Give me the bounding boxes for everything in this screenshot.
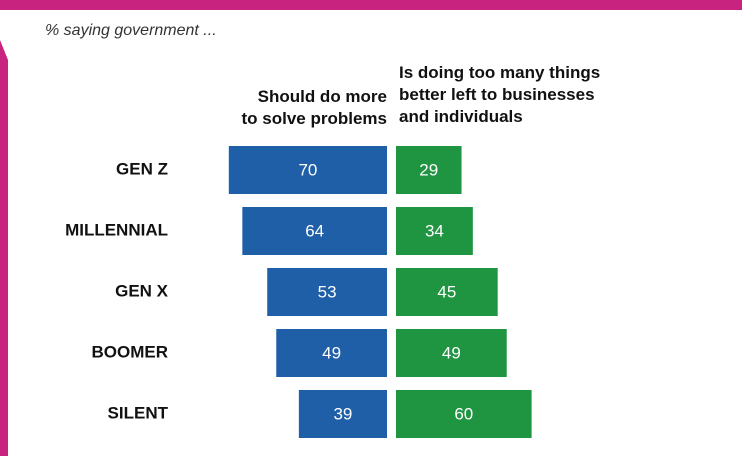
value-label: 49 [442,343,461,362]
bar [276,329,387,377]
value-label: 64 [305,221,324,240]
category-label: SILENT [108,403,169,422]
value-label: 34 [425,221,444,240]
category-label: BOOMER [92,342,169,361]
bar [396,207,473,255]
bar [242,207,387,255]
bar [396,390,532,438]
bar [396,329,507,377]
subtitle: % saying government ... [45,22,217,39]
bar [396,146,462,194]
value-label: 39 [333,404,352,423]
value-label: 49 [322,343,341,362]
value-label: 53 [318,282,337,301]
left-border [0,0,8,456]
category-label: MILLENNIAL [65,220,168,239]
value-label: 45 [437,282,456,301]
bar [298,390,387,438]
corner-decoration [0,10,42,60]
value-label: 60 [454,404,473,423]
category-label: GEN X [115,281,169,300]
bar [396,268,498,316]
column-header: Is doing too many things better left to … [399,63,601,126]
bar [228,146,387,194]
value-label: 29 [419,160,438,179]
bar [267,268,387,316]
column-header: Should do more to solve problems [241,87,387,128]
top-border [0,0,742,10]
category-label: GEN Z [116,159,168,178]
value-label: 70 [298,160,317,179]
